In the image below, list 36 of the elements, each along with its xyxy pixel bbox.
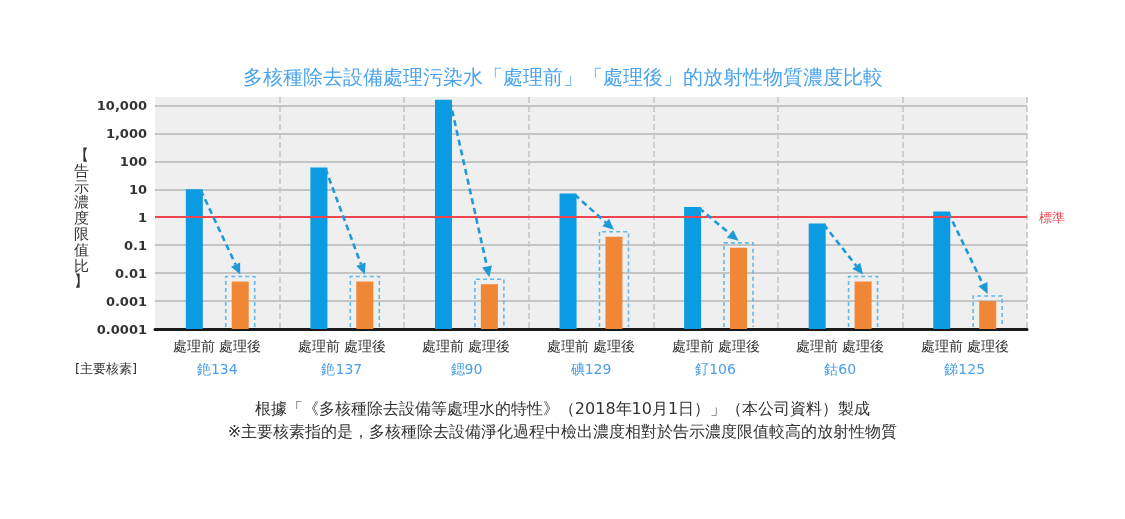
- y-tick-label: 0.01: [114, 265, 147, 281]
- text: 【告示濃度限值比】: [73, 145, 89, 291]
- text: 處理後: [468, 338, 511, 354]
- y-tick-label: 1,000: [105, 125, 147, 141]
- y-tick-label: 1: [137, 209, 147, 225]
- text: 處理前: [671, 338, 714, 354]
- y-tick-label: 0.1: [123, 237, 147, 253]
- text: 處理後: [592, 338, 635, 354]
- text: 處理前: [422, 338, 465, 354]
- text: 處理前: [547, 338, 590, 354]
- x-tick-label: 銫134: [196, 361, 238, 377]
- x-tick-label: 銻125: [944, 361, 986, 377]
- text: 處理後: [966, 338, 1009, 354]
- text: 處理前: [796, 338, 839, 354]
- y-tick-label: 0.001: [105, 293, 147, 309]
- text: 處理後: [717, 338, 760, 354]
- x-tick-label: 鈷60: [824, 361, 857, 377]
- text: 根據「《多核種除去設備等處理水的特性》（2018年10月1日）」（本公司資料）製成: [254, 398, 871, 418]
- x-tick-label: 釕106: [695, 361, 737, 377]
- x-axis-title: [主要核素]: [75, 361, 138, 376]
- x-tick-label: 碘129: [569, 361, 612, 377]
- ref-line-label: 標準: [1039, 209, 1065, 225]
- chart-title: 多核種除去設備處理污染水「處理前」「處理後」的放射性物質濃度比較: [242, 65, 883, 89]
- x-tick-label: 鍶90: [450, 361, 483, 377]
- text: 處理後: [842, 338, 885, 354]
- y-tick-label: 10,000: [96, 97, 147, 113]
- y-tick-label: 100: [119, 153, 147, 169]
- y-tick-label: 0.0001: [96, 321, 147, 337]
- text: ※主要核素指的是，多核種除去設備淨化過程中檢出濃度相對於告示濃度限值較高的放射性物質: [227, 421, 898, 441]
- y-tick-label: 10: [128, 181, 147, 197]
- x-tick-label: 銫137: [321, 361, 363, 377]
- text: 處理前: [920, 338, 963, 354]
- text: 處理前: [297, 338, 340, 354]
- series-label: 處理後: [219, 338, 262, 354]
- series-label: 處理前: [173, 338, 216, 354]
- text: 處理後: [343, 338, 386, 354]
